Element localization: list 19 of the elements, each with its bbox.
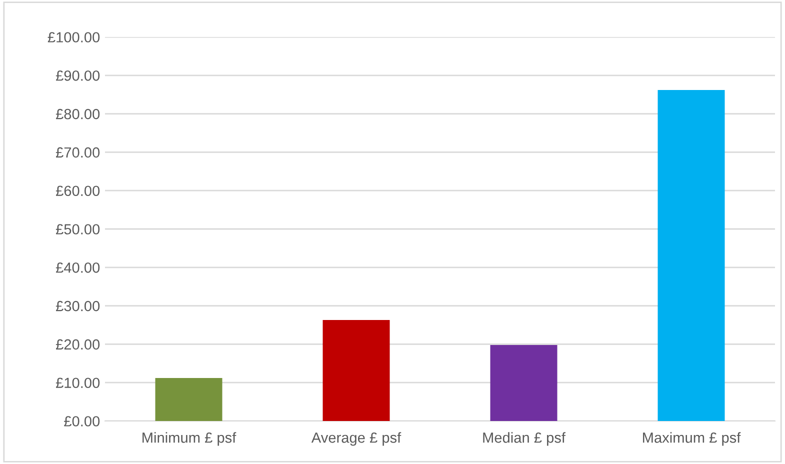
y-tick-label: £20.00 <box>56 339 100 350</box>
bar <box>658 90 725 421</box>
y-tick-label: £40.00 <box>56 262 100 273</box>
y-tick-label: £50.00 <box>56 224 100 234</box>
x-tick-label: Maximum £ psf <box>643 432 741 446</box>
x-tick-label: Minimum £ psf <box>142 432 236 446</box>
bar <box>490 344 558 421</box>
bar <box>155 378 222 421</box>
y-tick-label: £30.00 <box>56 300 100 312</box>
y-tick-label: £100.00 <box>48 32 100 42</box>
y-tick-label: £10.00 <box>56 378 100 388</box>
bar <box>322 320 390 421</box>
y-tick-label: £70.00 <box>56 147 100 158</box>
x-tick-label: Average £ psf <box>311 432 402 446</box>
x-tick-label: Median £ psf <box>483 432 566 446</box>
y-tick-label: £80.00 <box>56 108 100 120</box>
y-tick-label: £0.00 <box>64 416 100 426</box>
y-tick-label: £90.00 <box>56 70 100 81</box>
y-tick-label: £60.00 <box>56 186 100 196</box>
